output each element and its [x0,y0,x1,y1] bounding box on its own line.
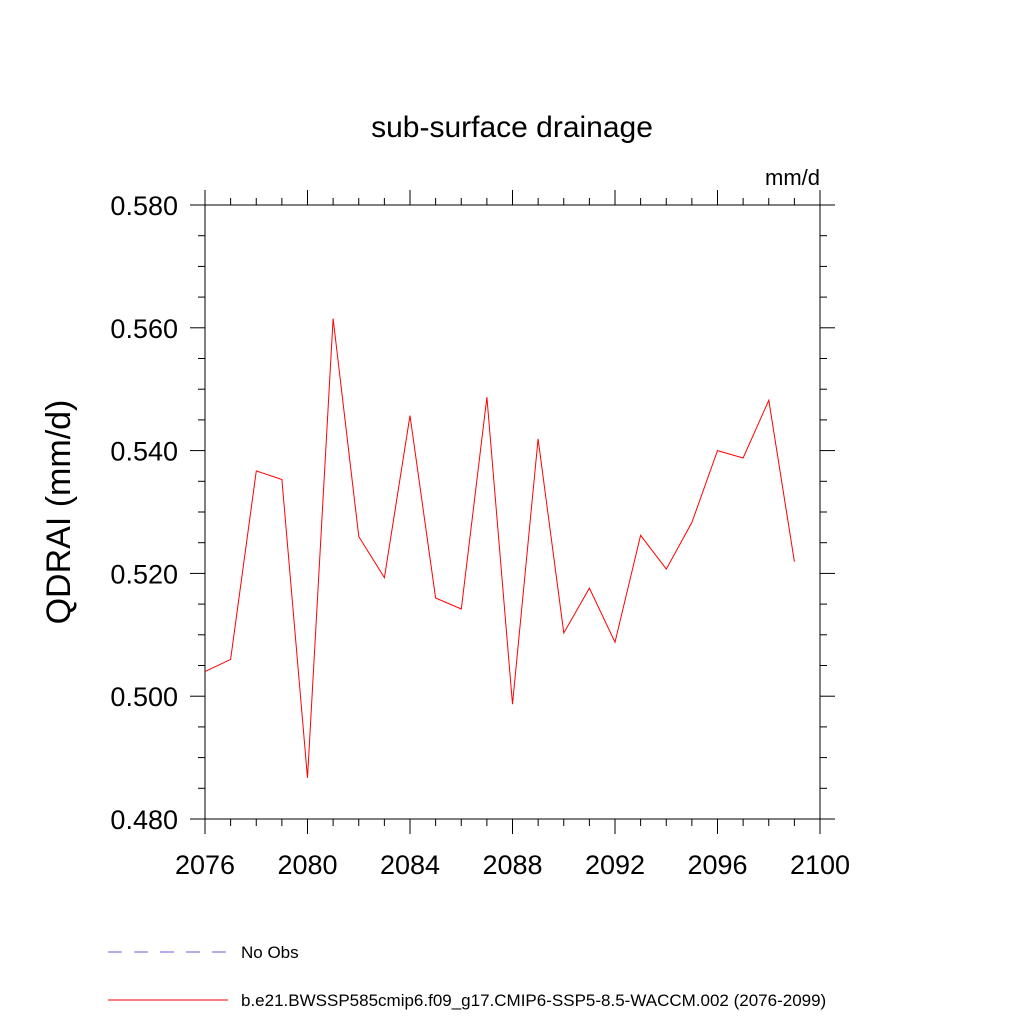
plot-frame [204,204,821,820]
y-tick-label: 0.560 [110,314,178,344]
axis-tick-labels: 2076 2080 2084 2088 2092 2096 2100 0.480 0.500 0.… [110,191,850,880]
units-label: mm/d [765,165,820,190]
y-tick-label: 0.540 [110,437,178,467]
y-axis-label: QDRAI (mm/d) [40,400,78,625]
series-layer [204,318,795,778]
x-tick-label: 2080 [277,850,337,880]
y-tick-label: 0.480 [110,805,178,835]
series-line [204,318,795,778]
x-tick-label: 2092 [585,850,645,880]
y-tick-label: 0.500 [110,682,178,712]
legend: No Obs b.e21.BWSSP585cmip6.f09_g17.CMIP6-… [108,943,826,1010]
legend-label: b.e21.BWSSP585cmip6.f09_g17.CMIP6-SSP5-8… [241,991,826,1010]
x-tick-label: 2084 [380,850,440,880]
x-tick-label: 2096 [687,850,747,880]
x-tick-label: 2100 [790,850,850,880]
legend-label: No Obs [241,943,299,962]
x-tick-label: 2076 [175,850,235,880]
y-tick-label: 0.580 [110,191,178,221]
axis-ticks [190,190,835,834]
x-tick-label: 2088 [482,850,542,880]
y-tick-label: 0.520 [110,559,178,589]
chart-title: sub-surface drainage [371,111,653,144]
